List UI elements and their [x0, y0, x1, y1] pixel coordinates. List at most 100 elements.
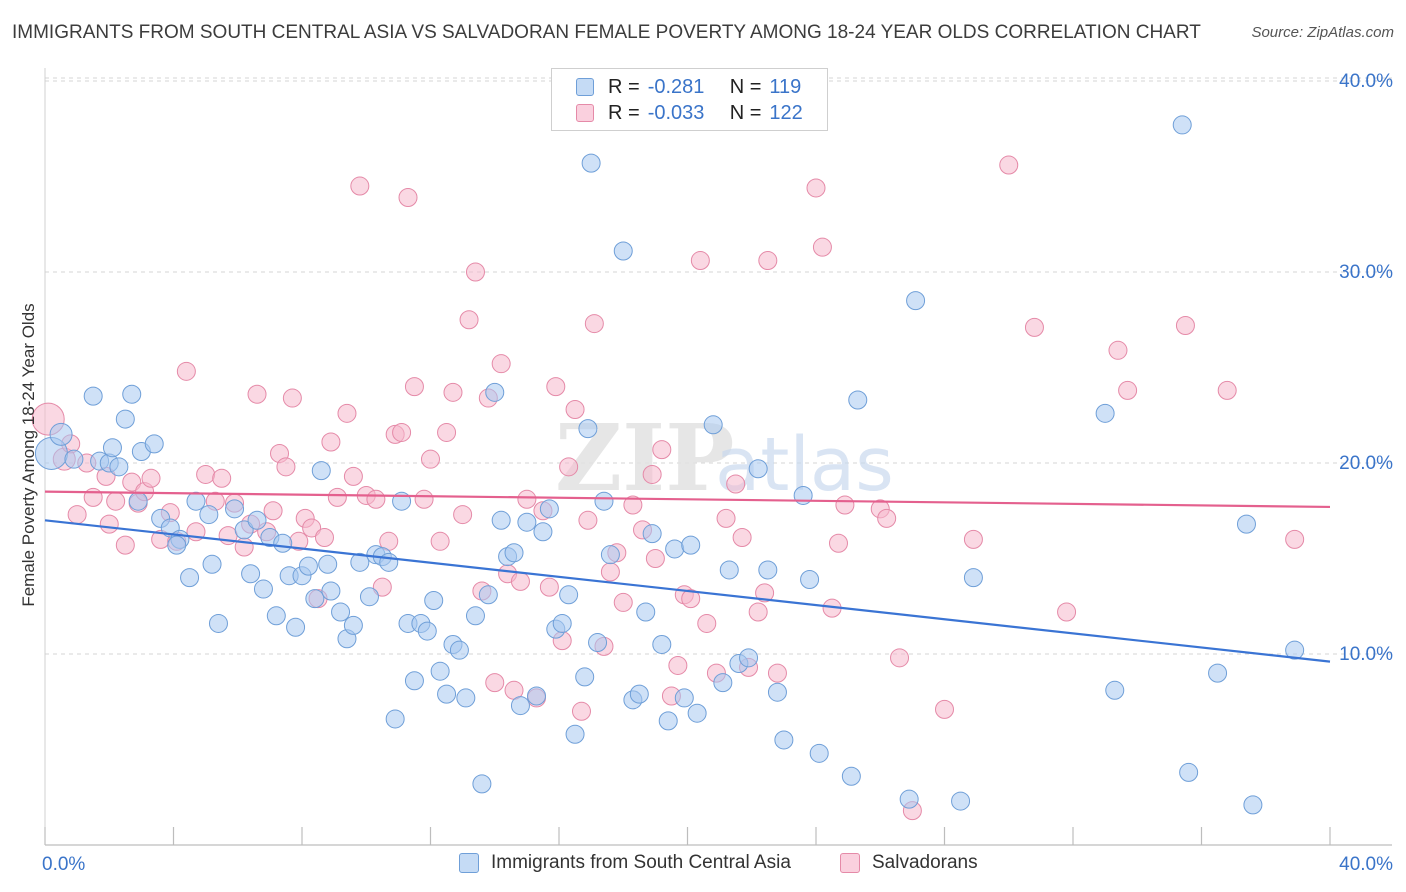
south-central-asia-point — [687, 703, 707, 723]
legend-swatch-pink — [576, 104, 594, 122]
y-tick-label: 20.0% — [1339, 453, 1393, 474]
south-central-asia-point — [186, 491, 206, 511]
chart-title: IMMIGRANTS FROM SOUTH CENTRAL ASIA VS SA… — [12, 22, 1201, 43]
south-central-asia-trend-line — [44, 519, 1331, 663]
salvadoran-point — [716, 508, 736, 528]
salvadoran-point — [491, 354, 511, 374]
salvadoran-point — [600, 562, 620, 582]
south-central-asia-point — [234, 520, 254, 540]
salvadoran-point — [559, 457, 579, 477]
south-central-asia-point — [681, 535, 701, 555]
south-central-asia-point — [504, 543, 524, 563]
south-central-asia-point — [311, 461, 331, 481]
series-legend-label-1: Immigrants from South Central Asia — [491, 852, 791, 873]
south-central-asia-point — [758, 560, 778, 580]
south-central-asia-point — [202, 554, 222, 574]
salvadoran-point — [321, 432, 341, 452]
legend-n-label: N = — [729, 101, 762, 124]
salvadoran-point — [935, 699, 954, 719]
salvadoran-point — [668, 655, 688, 675]
y-tick-label: 30.0% — [1339, 262, 1393, 283]
south-central-asia-point — [437, 684, 457, 704]
series-legend: Immigrants from South Central Asia Salva… — [0, 852, 1406, 878]
salvadoran-point — [623, 495, 643, 515]
south-central-asia-point — [1095, 403, 1115, 423]
salvadoran-point — [697, 613, 717, 633]
south-central-asia-point — [629, 684, 649, 704]
legend-n-label: N = — [729, 75, 762, 98]
south-central-asia-point — [1236, 514, 1256, 534]
salvadoran-point — [652, 440, 672, 460]
south-central-asia-point — [748, 459, 768, 479]
salvadoran-point — [443, 382, 463, 402]
salvadoran-point — [565, 400, 585, 420]
salvadoran-point — [828, 533, 848, 553]
legend-row-pink: R = -0.033 N = 122 — [576, 100, 803, 126]
south-central-asia-point — [359, 587, 379, 607]
salvadoran-point — [459, 310, 479, 330]
salvadoran-point — [343, 466, 363, 486]
stats-legend: R = -0.281 N = 119 R = -0.033 N = 122 — [551, 68, 828, 131]
south-central-asia-point — [665, 539, 685, 559]
y-tick-label: 10.0% — [1339, 644, 1393, 665]
south-central-asia-point — [565, 724, 585, 744]
salvadorans-points — [31, 155, 1305, 821]
salvadoran-point — [485, 673, 505, 693]
south-central-asia-point — [899, 789, 919, 809]
salvadoran-point — [877, 508, 897, 528]
south-central-asia-point — [703, 415, 723, 435]
series-swatch-blue — [459, 853, 479, 873]
legend-n-value: 119 — [769, 75, 802, 98]
legend-row-blue: R = -0.281 N = 119 — [576, 74, 801, 100]
series-swatch-pink — [840, 853, 860, 873]
south-central-asia-point — [1285, 640, 1305, 660]
salvadoran-point — [517, 489, 537, 509]
legend-r-value: -0.281 — [647, 75, 705, 98]
salvadoran-point — [437, 422, 457, 442]
salvadoran-point — [681, 589, 701, 609]
south-central-asia-point — [739, 648, 759, 668]
salvadoran-point — [99, 514, 119, 534]
south-central-asia-point — [527, 686, 547, 706]
south-central-asia-point — [225, 499, 245, 519]
south-central-asia-point — [456, 688, 476, 708]
south-central-asia-point — [600, 545, 620, 565]
salvadoran-point — [1217, 380, 1237, 400]
salvadoran-point — [510, 571, 530, 591]
salvadoran-point — [1024, 317, 1044, 337]
trend-lines — [44, 490, 1331, 663]
south-central-asia-point — [102, 438, 122, 458]
south-central-asia-point — [424, 591, 444, 611]
salvadoran-point — [350, 176, 370, 196]
salvadoran-point — [1175, 315, 1195, 335]
legend-n-value: 122 — [769, 101, 803, 124]
salvadoran-point — [106, 491, 126, 511]
south-central-asia-point — [247, 510, 267, 530]
south-central-asia-point — [180, 568, 200, 588]
south-central-asia-point — [404, 671, 424, 691]
salvadoran-point — [963, 529, 983, 549]
source-label: Source: ZipAtlas.com — [1251, 24, 1394, 41]
salvadoran-point — [1118, 380, 1138, 400]
south-central-asia-point — [1105, 680, 1125, 700]
south-central-asia-point — [417, 621, 437, 641]
salvadoran-point — [812, 237, 832, 257]
salvadoran-point — [642, 464, 662, 484]
south-central-asia-point — [642, 524, 662, 544]
south-central-asia-point — [767, 682, 787, 702]
south-central-asia-point — [575, 667, 595, 687]
south-central-asia-point — [588, 633, 608, 653]
legend-r-label: R = — [608, 75, 640, 98]
south-central-asia-point — [485, 382, 505, 402]
south-central-asia-point — [581, 153, 601, 173]
south-central-asia-point — [253, 579, 273, 599]
salvadoran-point — [613, 592, 633, 612]
salvadoran-point — [1108, 340, 1128, 360]
south-central-asia-point — [636, 602, 656, 622]
south-central-asia-point — [49, 422, 73, 446]
salvadoran-point — [758, 251, 778, 271]
salvadoran-point — [453, 505, 473, 525]
south-central-asia-point — [208, 613, 228, 633]
legend-swatch-blue — [576, 78, 594, 96]
